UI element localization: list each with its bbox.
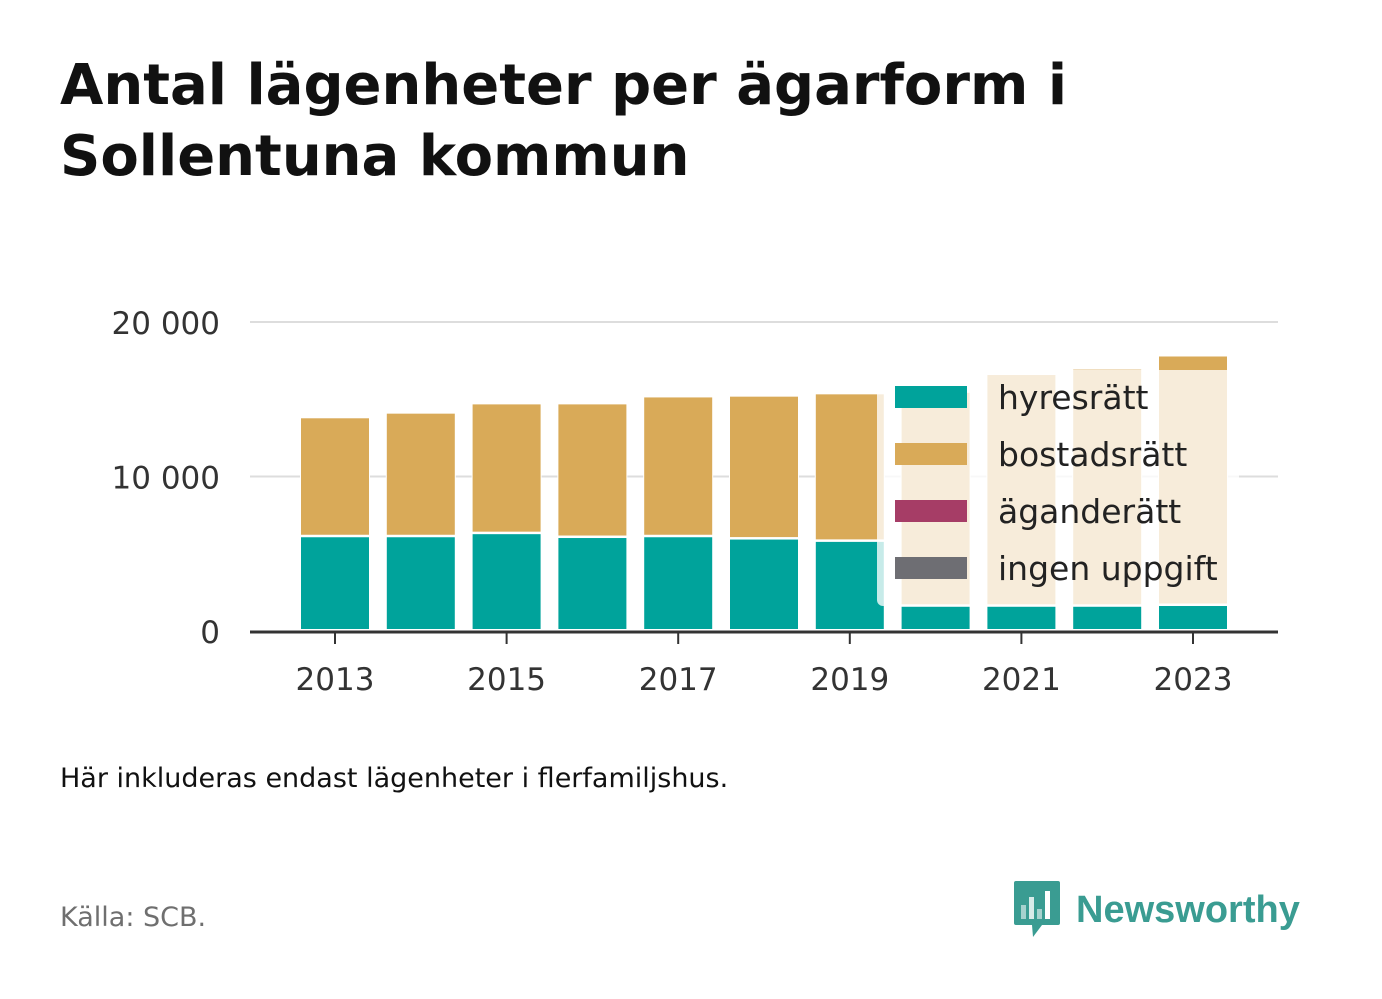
legend-swatch	[895, 500, 967, 522]
bar-segment	[643, 396, 714, 536]
newsworthy-logo-icon	[1014, 881, 1060, 937]
bar-segment	[1158, 605, 1228, 631]
legend-swatch	[895, 557, 967, 579]
chart-title-line-2: Sollentuna kommun	[60, 124, 690, 189]
chart-note: Här inkluderas endast lägenheter i flerf…	[60, 763, 729, 794]
axes: 0 10 000 20 000 2013 2015 2017 2019 2021 2023	[112, 306, 1278, 698]
bar-segment	[814, 393, 885, 541]
bar-segment	[385, 536, 456, 631]
bar-segment	[557, 403, 628, 537]
y-tick-label: 10 000	[112, 461, 220, 497]
bar-segment	[729, 538, 799, 631]
chart-title: Antal lägenheter per ägarform i Sollentu…	[60, 50, 1300, 192]
x-tick-label: 2015	[467, 662, 546, 698]
brand-name: Newsworthy	[1076, 888, 1300, 931]
bar-segment	[1072, 605, 1143, 631]
y-tick-label: 0	[200, 615, 220, 651]
legend-label: hyresrätt	[998, 378, 1149, 417]
legend-swatch	[895, 386, 967, 408]
bar-segment	[729, 395, 799, 539]
legend-swatch	[895, 443, 967, 465]
bar-segment	[814, 540, 885, 631]
bar-segment	[385, 412, 456, 536]
source-text: Källa: SCB.	[60, 902, 207, 933]
bar-segment	[557, 537, 628, 631]
bar-segment	[300, 417, 370, 536]
legend: hyresrätt bostadsrätt äganderätt ingen uppg…	[877, 370, 1239, 606]
bar-segment	[643, 536, 714, 631]
x-tick-label: 2021	[982, 662, 1061, 698]
bar-segment	[900, 605, 971, 631]
bar-segment	[471, 533, 542, 630]
chart-title-line-1: Antal lägenheter per ägarform i	[60, 53, 1068, 118]
bar-segment	[300, 536, 370, 631]
legend-label: bostadsrätt	[998, 435, 1187, 474]
x-tick-label: 2023	[1154, 662, 1233, 698]
y-tick-label: 20 000	[112, 306, 220, 342]
legend-label: äganderätt	[998, 492, 1181, 531]
legend-label: ingen uppgift	[998, 549, 1218, 588]
newsworthy-brand: Newsworthy	[1012, 878, 1300, 942]
bar-segment	[986, 605, 1057, 631]
x-tick-label: 2017	[639, 662, 718, 698]
bar-segment	[471, 403, 542, 533]
x-tick-label: 2019	[810, 662, 889, 698]
x-tick-label: 2013	[296, 662, 375, 698]
legend-box	[877, 370, 1239, 606]
